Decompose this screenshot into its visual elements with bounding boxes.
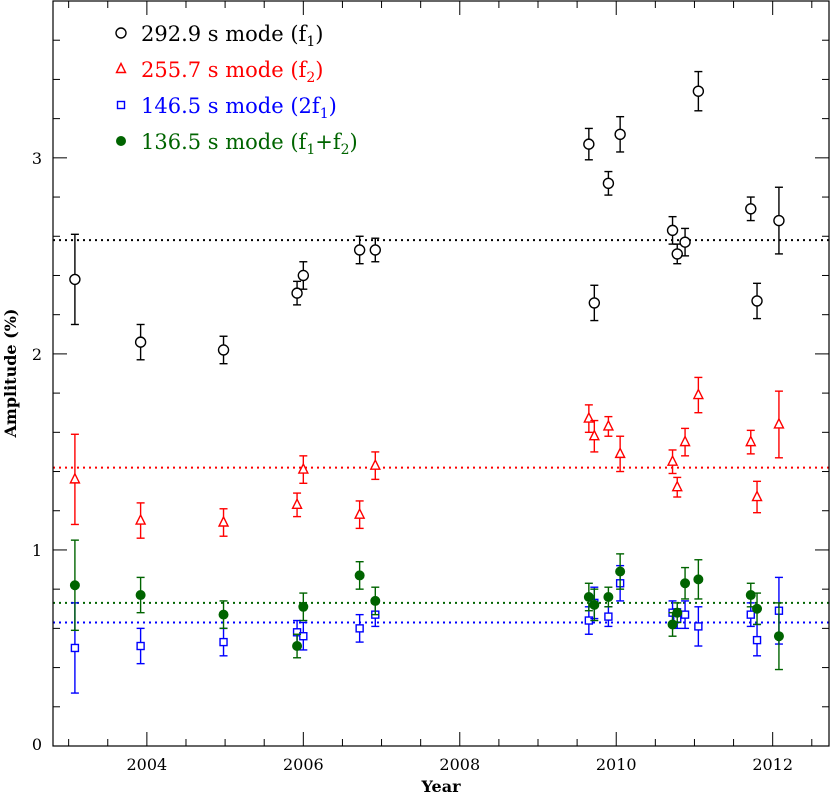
data-point <box>694 622 703 631</box>
data-point <box>602 419 615 431</box>
data-point <box>353 244 366 256</box>
data-point <box>671 248 683 260</box>
data-point <box>115 61 127 74</box>
data-point <box>602 177 615 190</box>
data-point <box>679 435 691 447</box>
mean-lines <box>53 239 829 624</box>
y-axis-label: Amplitude (%) <box>1 309 20 439</box>
x-tick-label: 2012 <box>752 755 793 774</box>
data-point <box>589 599 600 610</box>
data-point <box>751 489 763 502</box>
data-point <box>355 624 364 633</box>
data-point <box>752 635 762 645</box>
x-tick-label: 2004 <box>127 755 168 774</box>
data-point <box>773 631 784 642</box>
data-point <box>752 603 763 614</box>
data-point <box>614 446 626 459</box>
data-point <box>370 595 381 606</box>
data-point <box>291 287 303 299</box>
data-point <box>297 462 309 474</box>
data-point <box>298 601 309 612</box>
data-point <box>70 643 80 653</box>
data-point <box>583 138 595 150</box>
data-point <box>299 632 308 641</box>
y-tick-label: 0 <box>32 735 42 754</box>
data-point <box>773 417 785 429</box>
data-point <box>217 344 230 356</box>
data-point <box>354 507 366 519</box>
data-point <box>69 273 81 286</box>
data-point <box>746 610 755 619</box>
x-tick-label: 2010 <box>596 755 637 774</box>
data-points <box>69 70 785 694</box>
data-point <box>354 570 365 581</box>
data-point <box>217 515 230 527</box>
data-point <box>692 388 704 400</box>
data-point <box>666 224 679 237</box>
data-point <box>219 637 228 647</box>
data-point <box>134 513 147 525</box>
data-point <box>115 27 127 39</box>
data-point <box>291 497 303 510</box>
data-point <box>745 590 756 601</box>
data-point <box>751 295 763 307</box>
x-axis-label: Year <box>420 777 461 796</box>
data-point <box>603 592 614 602</box>
axis-ticks <box>53 0 829 747</box>
y-tick-label: 2 <box>32 345 42 364</box>
legend-entry: 146.5 s mode (2f1) <box>141 94 337 122</box>
data-point <box>588 297 601 309</box>
data-point <box>292 641 303 652</box>
data-point <box>297 269 310 282</box>
data-point <box>369 458 381 470</box>
data-point <box>615 566 626 577</box>
data-point <box>604 612 613 621</box>
legend-entry: 292.9 s mode (f1) <box>141 22 323 50</box>
data-point <box>614 128 626 141</box>
legend-entry: 255.7 s mode (f2) <box>141 58 323 86</box>
x-tick-label: 2006 <box>283 755 324 774</box>
data-point <box>69 580 80 591</box>
plot-frame <box>52 0 830 747</box>
data-point <box>671 480 683 492</box>
data-point <box>679 236 691 248</box>
data-point <box>583 411 595 423</box>
data-point <box>116 100 126 110</box>
data-point <box>773 214 785 227</box>
data-point <box>672 607 683 618</box>
data-point <box>583 592 594 602</box>
data-point <box>693 574 704 585</box>
data-point <box>680 610 690 619</box>
data-point <box>69 472 81 484</box>
data-point <box>680 578 691 589</box>
data-point <box>745 435 757 447</box>
data-point <box>134 336 147 348</box>
data-point <box>666 454 679 466</box>
data-point <box>667 619 678 630</box>
data-point <box>692 85 705 97</box>
data-point <box>136 641 145 651</box>
data-point <box>588 429 600 441</box>
y-tick-label: 1 <box>32 541 42 560</box>
data-point <box>116 136 126 146</box>
data-point <box>369 244 381 256</box>
data-point <box>135 590 146 601</box>
data-point <box>745 203 757 215</box>
legend-entry: 136.5 s mode (f1+f2) <box>141 130 358 158</box>
y-tick-label: 3 <box>32 149 42 168</box>
data-point <box>218 609 229 620</box>
legend: 292.9 s mode (f1) 255.7 s mode (f2) 146.5 … <box>115 22 358 158</box>
x-tick-label: 2008 <box>439 755 480 774</box>
